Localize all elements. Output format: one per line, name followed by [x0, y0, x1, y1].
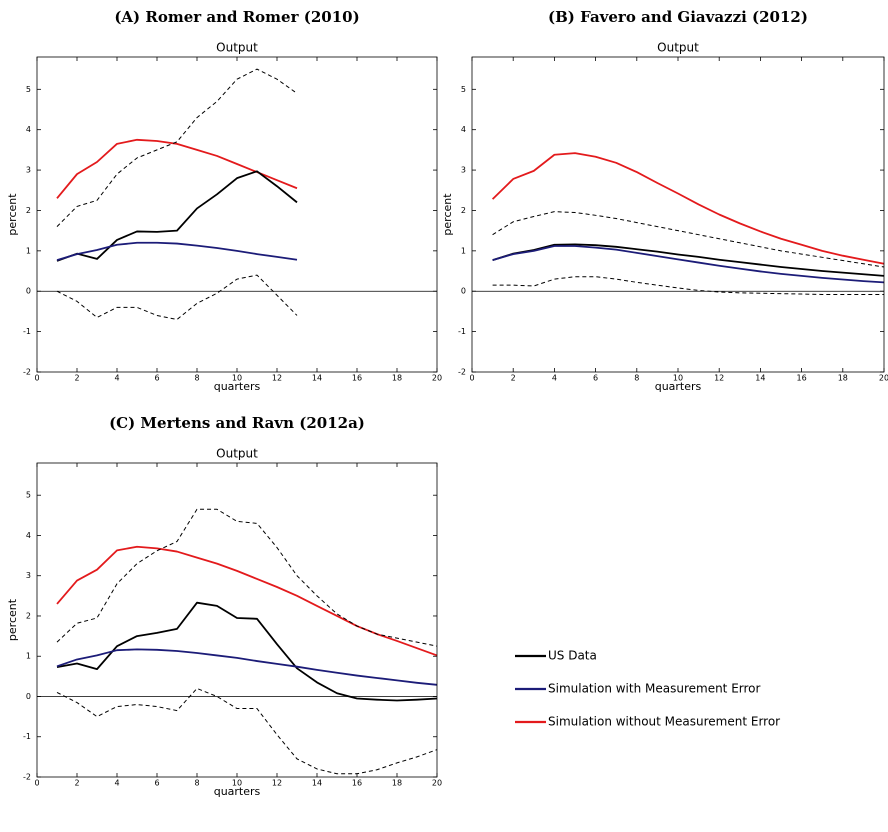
series-line — [56, 648, 438, 686]
y-tick-label: 0 — [26, 287, 31, 296]
y-tick-label: 0 — [26, 692, 31, 701]
band-line — [56, 687, 438, 775]
panel: (A) Romer and Romer (2010) Output quarters… — [6, 8, 442, 393]
series-line — [492, 245, 885, 284]
y-tick-label: 3 — [461, 166, 466, 175]
x-tick-label: 16 — [352, 779, 362, 788]
band-line — [492, 211, 885, 268]
y-tick-label: -2 — [23, 773, 31, 782]
x-tick-label: 14 — [312, 779, 322, 788]
x-tick-label: 12 — [272, 374, 282, 383]
band-line — [492, 276, 884, 295]
panel: (C) Mertens and Ravn (2012a) Output quarte… — [6, 414, 442, 798]
x-tick-label: 20 — [879, 374, 888, 383]
y-tick-label: 4 — [461, 125, 466, 134]
legend-label: US Data — [548, 649, 597, 663]
x-tick-label: 16 — [797, 374, 807, 383]
y-tick-label: -2 — [458, 368, 466, 377]
band-line — [56, 68, 298, 227]
y-tick-label: 0 — [461, 287, 466, 296]
series-line — [491, 152, 885, 265]
x-tick-label: 20 — [432, 374, 442, 383]
series-line — [56, 545, 438, 657]
y-axis-label: percent — [441, 193, 454, 236]
band-line — [56, 508, 438, 647]
y-tick-label: 4 — [26, 125, 31, 134]
x-tick-label: 8 — [194, 779, 199, 788]
x-tick-label: 6 — [154, 374, 159, 383]
x-tick-label: 2 — [511, 374, 516, 383]
x-tick-label: 20 — [432, 779, 442, 788]
x-tick-label: 6 — [154, 779, 159, 788]
panel-title: (A) Romer and Romer (2010) — [114, 8, 359, 26]
band-line — [56, 274, 298, 320]
x-tick-label: 8 — [634, 374, 639, 383]
x-axis-label: quarters — [214, 380, 261, 393]
legend: US Data Simulation with Measurement Error… — [515, 649, 780, 729]
y-tick-label: 2 — [461, 206, 466, 215]
x-tick-label: 18 — [392, 374, 402, 383]
y-axis-label: percent — [6, 193, 19, 236]
legend-label: Simulation without Measurement Error — [548, 715, 780, 729]
x-tick-label: 4 — [114, 374, 119, 383]
panel-title: (C) Mertens and Ravn (2012a) — [109, 414, 365, 432]
series-line — [492, 243, 885, 277]
y-tick-label: 5 — [26, 85, 31, 94]
panel-title: (B) Favero and Giavazzi (2012) — [548, 8, 808, 26]
x-tick-label: 4 — [114, 779, 119, 788]
y-tick-label: 1 — [26, 246, 31, 255]
panel-subtitle: Output — [657, 41, 699, 55]
y-tick-label: 1 — [461, 246, 466, 255]
x-tick-label: 0 — [34, 779, 39, 788]
y-tick-label: -1 — [458, 327, 466, 336]
y-axis-label: percent — [6, 598, 19, 641]
plot-frame — [36, 462, 438, 778]
x-tick-label: 0 — [469, 374, 474, 383]
x-tick-label: 10 — [232, 374, 242, 383]
x-tick-label: 14 — [312, 374, 322, 383]
y-tick-label: 2 — [26, 206, 31, 215]
y-tick-label: 2 — [26, 611, 31, 620]
plot-frame — [471, 56, 885, 373]
series-line — [56, 601, 438, 702]
x-tick-label: 8 — [194, 374, 199, 383]
series-line — [56, 241, 298, 261]
x-tick-label: 4 — [552, 374, 557, 383]
x-axis-label: quarters — [214, 785, 261, 798]
x-tick-label: 14 — [755, 374, 765, 383]
x-tick-label: 6 — [593, 374, 598, 383]
series-line — [56, 138, 298, 199]
x-tick-label: 18 — [838, 374, 848, 383]
x-tick-label: 2 — [74, 779, 79, 788]
series-line — [56, 170, 298, 262]
y-tick-label: -1 — [23, 327, 31, 336]
y-tick-label: -2 — [23, 368, 31, 377]
x-tick-label: 10 — [673, 374, 683, 383]
x-tick-label: 10 — [232, 779, 242, 788]
y-tick-label: 4 — [26, 531, 31, 540]
x-tick-label: 18 — [392, 779, 402, 788]
x-tick-label: 12 — [272, 779, 282, 788]
x-tick-label: 2 — [74, 374, 79, 383]
y-tick-label: 3 — [26, 571, 31, 580]
y-tick-label: 5 — [461, 85, 466, 94]
x-axis-label: quarters — [655, 380, 702, 393]
panel-subtitle: Output — [216, 447, 258, 461]
y-tick-label: 3 — [26, 166, 31, 175]
legend-label: Simulation with Measurement Error — [548, 682, 761, 696]
x-tick-label: 0 — [34, 374, 39, 383]
y-tick-label: 5 — [26, 491, 31, 500]
panel-subtitle: Output — [216, 41, 258, 55]
x-tick-label: 12 — [714, 374, 724, 383]
y-tick-label: -1 — [23, 732, 31, 741]
y-tick-label: 1 — [26, 652, 31, 661]
plot-frame — [36, 56, 438, 373]
x-tick-label: 16 — [352, 374, 362, 383]
panel: (B) Favero and Giavazzi (2012) Output quar… — [441, 8, 888, 393]
